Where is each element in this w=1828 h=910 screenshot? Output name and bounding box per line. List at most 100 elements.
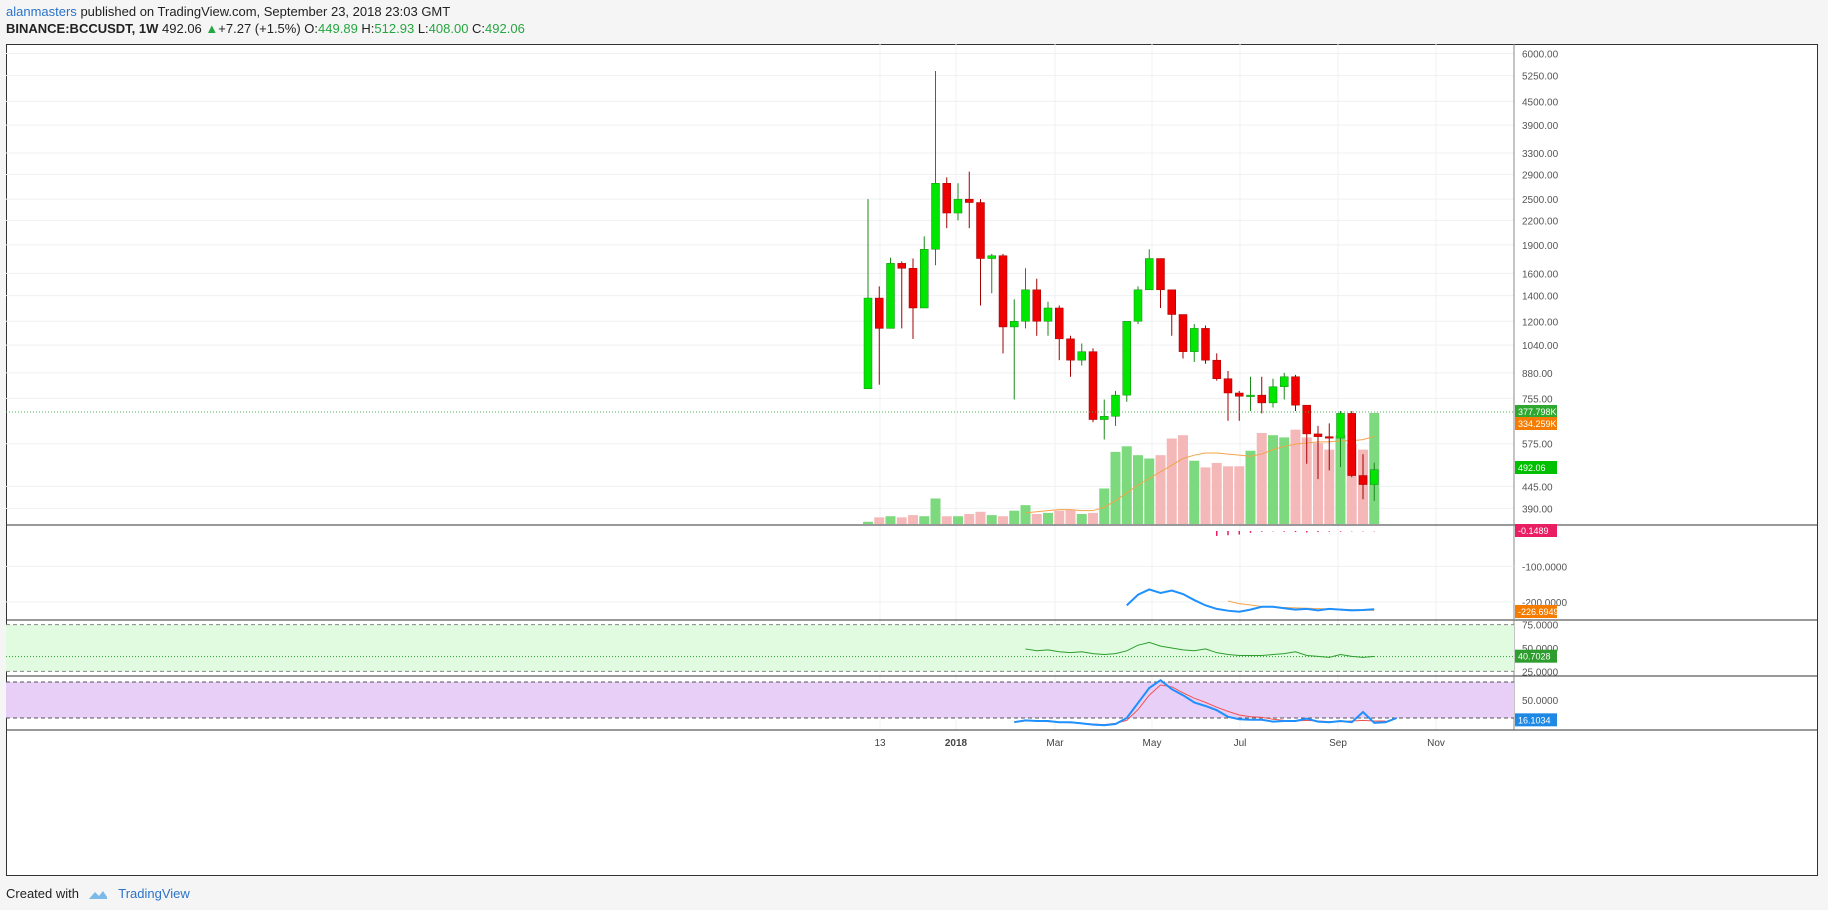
pane4-value-label-bg [1515,713,1557,727]
volume-bar [1335,435,1346,524]
volume-bar [1076,514,1087,524]
candle-body [931,183,940,250]
close-value: 492.06 [485,21,525,36]
volume-bar [941,516,952,524]
volume-bar [1313,442,1323,524]
y-tick-label: 1200.00 [1522,317,1559,328]
price-change: +7.27 (+1.5%) [218,21,301,36]
candle-body [965,198,974,203]
candle-body [1257,394,1266,404]
x-tick-label: 2018 [945,738,968,749]
candle-body [1212,359,1221,379]
volume-ma-label-bg [1515,417,1557,430]
candle-body [1167,289,1176,315]
tradingview-brand[interactable]: TradingView [118,886,190,901]
last-price-label-bg [1515,461,1557,474]
volume-bar [919,516,930,524]
pane2-signal-label-bg [1515,605,1557,618]
candle-body [1336,413,1345,439]
candle-body [1111,394,1120,417]
candle-body [908,268,918,309]
volume-bar [1200,467,1211,524]
volume-bar [1178,435,1188,524]
y-tick-label: 755.00 [1522,394,1553,405]
volume-bar [1065,509,1076,524]
candle-body [1280,376,1289,387]
volume-bar [1155,455,1166,524]
pane2-value-label: -0.1489 [1518,526,1549,536]
candle-body [1302,404,1311,435]
y-tick-label: 1900.00 [1522,241,1559,252]
tradingview-logo-icon [88,890,107,899]
volume-bar [1301,437,1312,524]
volume-bar [1211,462,1222,524]
footer: Created with TradingView [6,886,190,902]
candle-body [1201,328,1210,361]
candle-body [1313,433,1323,437]
pane4-main-line [1014,678,1398,727]
candle-body [1021,289,1030,322]
x-tick-label: 13 [874,738,886,749]
y-tick-label: 3900.00 [1522,121,1559,132]
volume-bar [998,516,1008,524]
x-tick-label: Jul [1234,738,1247,749]
volume-bar [896,517,907,524]
candle-body [875,297,884,329]
y-tick-label: 75.0000 [1522,621,1559,632]
candle-body [1370,469,1379,485]
created-with-text: Created with [6,886,79,901]
high-label: H: [361,21,375,36]
volume-bar [1346,444,1357,524]
high-value: 512.93 [374,21,415,36]
close-label: C: [472,21,486,36]
symbol-label: BINANCE:BCCUSDT, 1W [6,21,159,36]
y-tick-label: 2900.00 [1522,170,1559,181]
volume-bar [1054,510,1065,524]
volume-label-bg [1515,405,1557,418]
volume-bar [986,515,997,524]
volume-bar [908,515,918,524]
last-price: 492.06 [162,21,202,36]
volume-bar [863,521,873,524]
y-tick-label: 25.0000 [1522,667,1559,678]
pane2-main-line [1126,588,1375,613]
open-value: 449.89 [318,21,358,36]
volume-bar [1121,446,1132,524]
pane3-value-label: 40.7028 [1518,652,1551,662]
volume-bar [1256,432,1267,524]
y-tick-label: -200.0000 [1522,598,1567,609]
volume-bar [874,517,885,524]
volume-ma-line [1025,435,1375,514]
volume-bar [964,514,975,524]
candle-body [1100,416,1109,420]
chart-frame [6,44,1818,876]
publish-text: published on TradingView.com, September … [80,4,451,19]
pane4-band [6,682,1514,718]
volume-bar [1144,458,1155,524]
volume-bar [1245,450,1256,524]
volume-label: 377.798K [1518,407,1557,417]
volume-bar [1234,466,1245,524]
y-tick-label: 5250.00 [1522,72,1559,83]
candle-body [987,255,996,259]
author-link[interactable]: alanmasters [6,4,77,19]
pane3-band [6,624,1514,672]
candle-body [1190,328,1199,352]
candle-body [1223,378,1233,394]
pane4-value-label: 16.1034 [1518,715,1551,725]
y-tick-label: 1400.00 [1522,292,1559,303]
volume-bar [1020,505,1031,524]
candle-body [1325,436,1334,439]
candle-body [1077,351,1086,361]
y-tick-label: 390.00 [1522,504,1553,515]
x-tick-label: Nov [1427,738,1445,749]
candle-body [1235,392,1244,397]
candle-body [1156,258,1165,291]
y-tick-label: 575.00 [1522,440,1553,451]
price-chart[interactable]: 6000.00 5250.00 4500.00 3900.00 3300.00 2900.… [6,44,1818,876]
volume-bar [1279,437,1290,524]
candle-body [1178,314,1188,352]
x-tick-label: Mar [1046,738,1064,749]
volume-bar [1166,438,1177,524]
volume-bar [1133,455,1143,524]
